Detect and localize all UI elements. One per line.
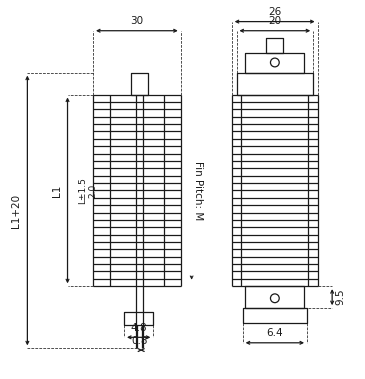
Text: 6.4: 6.4 [266, 329, 283, 338]
Text: 20: 20 [268, 16, 281, 27]
Text: 9.5: 9.5 [336, 289, 346, 305]
Text: 4.8: 4.8 [130, 323, 147, 333]
Text: 30: 30 [130, 16, 143, 27]
Text: L1+20: L1+20 [11, 193, 21, 227]
Text: L±1.5
2.0: L±1.5 2.0 [78, 177, 97, 204]
Text: 26: 26 [268, 7, 281, 17]
Text: 0.8: 0.8 [131, 336, 148, 346]
Text: Fin Pitch: M: Fin Pitch: M [193, 161, 203, 220]
Text: L1: L1 [52, 184, 62, 197]
